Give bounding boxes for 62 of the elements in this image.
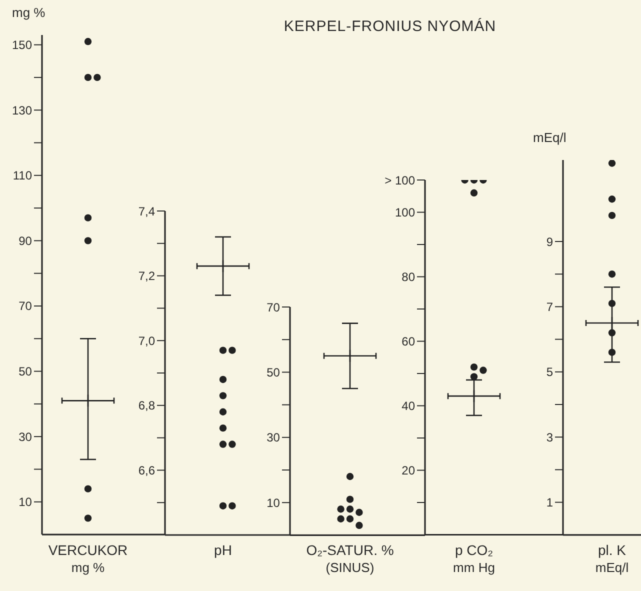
point xyxy=(216,259,230,273)
point xyxy=(219,408,227,416)
x-tick-label: p CO₂ mm Hg xyxy=(452,542,496,576)
y-axis-title: mEq/l xyxy=(533,130,566,146)
point xyxy=(470,190,478,197)
x-tick-label: O₂-SATUR. % (SINUS) xyxy=(305,542,395,576)
point xyxy=(467,390,481,403)
point xyxy=(608,196,616,203)
x-tick-label: pl. K mEq/l xyxy=(594,542,630,576)
y-tick-label: 3 xyxy=(546,430,554,444)
y-tick-label: 150 xyxy=(12,38,32,53)
point xyxy=(608,212,616,220)
y-tick-label: 10 xyxy=(266,496,280,510)
y-tick-label: 70 xyxy=(266,300,280,314)
y-tick-label: 90 xyxy=(18,234,32,248)
point xyxy=(608,270,616,278)
point xyxy=(84,214,92,222)
point xyxy=(605,316,619,330)
point xyxy=(219,424,227,432)
y-tick-label: 100 xyxy=(394,206,416,220)
y-tick-label: 130 xyxy=(12,104,32,118)
point xyxy=(84,486,92,493)
y-tick-label: 30 xyxy=(18,430,32,444)
point xyxy=(608,348,616,356)
point xyxy=(219,376,227,384)
chart-title: KERPEL-FRONIUS NYOMÁN xyxy=(282,18,498,35)
x-tick-label: VERCUKOR mg % xyxy=(47,542,129,576)
y-tick-label: > 100 xyxy=(384,174,416,188)
y-tick-label: 6,8 xyxy=(138,398,156,413)
point xyxy=(84,238,92,245)
point xyxy=(608,300,616,308)
y-tick-label: 1 xyxy=(546,496,554,510)
y-tick-label: 80 xyxy=(402,270,416,284)
y-tick-label: 7,0 xyxy=(138,334,156,348)
y-tick-label: 60 xyxy=(402,334,416,349)
point xyxy=(608,329,616,336)
y-tick-label: 30 xyxy=(266,430,280,444)
y-tick-label: 110 xyxy=(12,169,32,184)
y-tick-label: 50 xyxy=(18,365,32,379)
y-tick-label: 9 xyxy=(546,234,554,249)
point xyxy=(219,440,227,448)
point xyxy=(608,160,616,167)
y-tick-label: 10 xyxy=(18,496,32,510)
y-tick-label: 7,2 xyxy=(138,269,156,284)
y-tick-label: 40 xyxy=(402,399,416,414)
point xyxy=(219,392,227,400)
y-tick-label: 7 xyxy=(546,300,554,314)
point xyxy=(219,346,227,354)
x-tick-label: pH xyxy=(213,542,233,559)
y-tick-label: 20 xyxy=(402,464,416,478)
y-tick-label: 7,4 xyxy=(138,204,156,218)
y-axis-title: mg % xyxy=(12,5,46,20)
y-tick-label: 6,6 xyxy=(138,463,156,478)
point xyxy=(81,394,95,408)
point xyxy=(219,502,227,510)
point xyxy=(84,515,92,522)
point xyxy=(84,38,92,46)
point xyxy=(84,74,92,82)
point xyxy=(470,364,478,371)
y-tick-label: 70 xyxy=(18,300,32,314)
y-tick-label: 50 xyxy=(266,365,280,380)
y-tick-label: 5 xyxy=(546,365,554,380)
